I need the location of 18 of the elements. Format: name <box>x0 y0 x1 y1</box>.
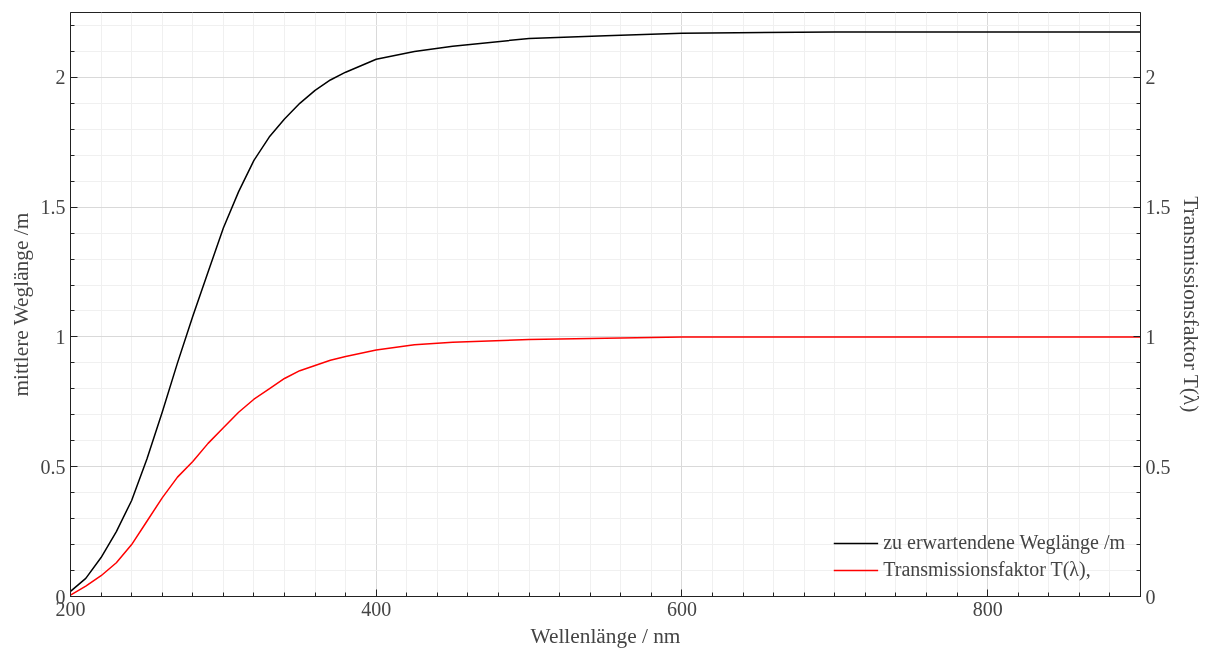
y2-tick-label: 1.5 <box>1145 196 1171 219</box>
x-axis-title: Wellenlänge / nm <box>530 623 681 648</box>
y2-tick-label: 0.5 <box>1145 455 1171 478</box>
y2-tick-label: 0 <box>1145 585 1156 608</box>
legend-label: Transmissionsfaktor T(λ), <box>883 558 1091 581</box>
x-tick-label: 800 <box>972 597 1003 620</box>
y2-tick-label: 2 <box>1145 66 1156 89</box>
y2-tick-label: 1 <box>1145 325 1156 348</box>
line-series <box>70 31 1141 593</box>
x-tick-label: 600 <box>666 597 697 620</box>
y-tick-label: 1.5 <box>40 196 66 219</box>
legend-label: zu erwartendene Weglänge /m <box>883 531 1125 554</box>
x-tick-label: 400 <box>361 597 392 620</box>
y-axis-title: mittlere Weglänge /m <box>8 212 33 397</box>
y-tick-label: 0.5 <box>40 455 66 478</box>
y-tick-label: 1 <box>55 325 66 348</box>
y2-axis-title: Transmissionsfaktor T(λ) <box>1178 196 1203 413</box>
y-tick-label: 2 <box>55 66 66 89</box>
